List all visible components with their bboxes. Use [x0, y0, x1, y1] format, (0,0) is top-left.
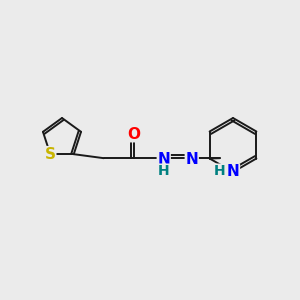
Text: N: N	[226, 164, 239, 179]
Text: N: N	[158, 152, 170, 167]
Text: H: H	[158, 164, 170, 178]
Text: O: O	[127, 127, 140, 142]
Text: N: N	[185, 152, 198, 167]
Text: H: H	[214, 164, 226, 178]
Text: S: S	[45, 147, 56, 162]
